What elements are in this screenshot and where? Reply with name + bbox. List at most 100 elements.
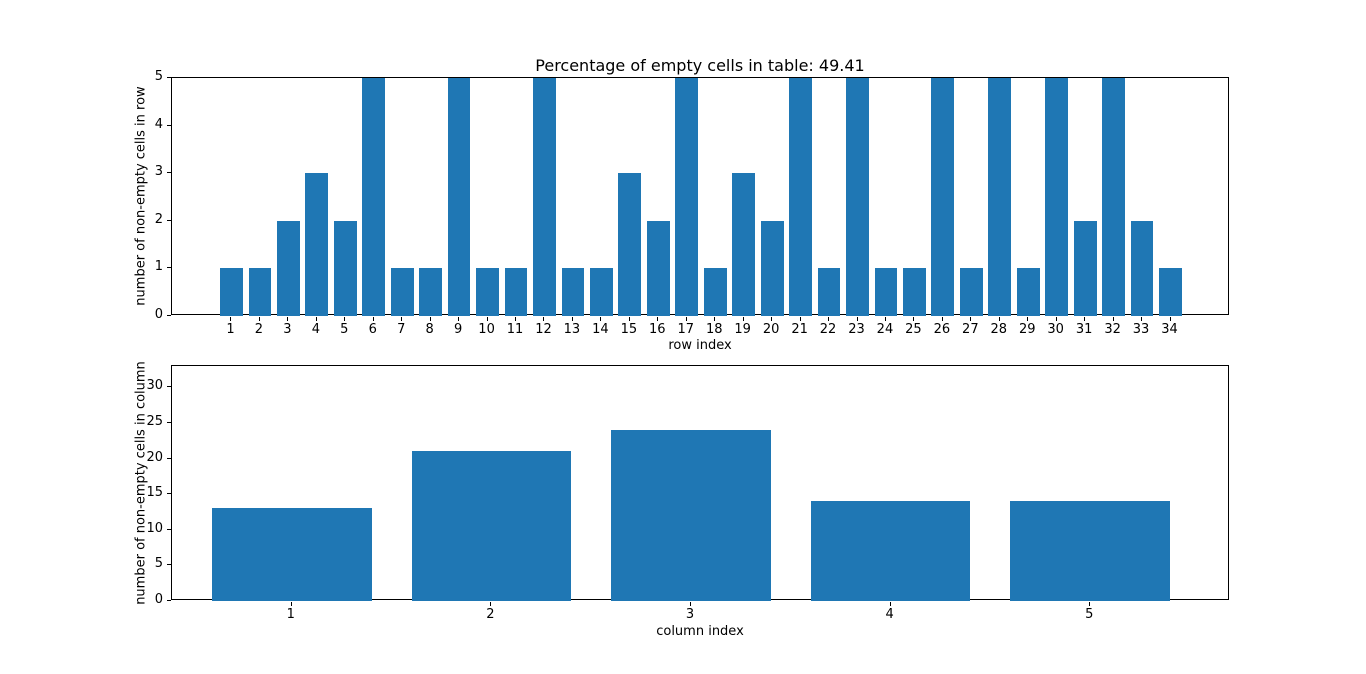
x-tick-mark (490, 602, 492, 606)
y-tick-mark (167, 124, 171, 126)
bar-x30 (1045, 78, 1069, 316)
x-tick-label: 23 (848, 322, 865, 337)
bar-x3 (277, 220, 300, 316)
x-tick-mark (1089, 602, 1091, 606)
bar-x31 (1073, 220, 1097, 316)
x-tick-mark (344, 317, 346, 321)
x-tick-label: 10 (478, 322, 495, 337)
x-tick-label: 16 (649, 322, 666, 337)
x-tick-label: 4 (885, 607, 894, 622)
x-tick-mark (287, 317, 289, 321)
x-tick-label: 6 (368, 322, 377, 337)
bar-x10 (476, 268, 499, 316)
x-tick-label: 1 (226, 322, 235, 337)
x-tick-label: 32 (1104, 322, 1121, 337)
y-tick-label: 30 (146, 378, 163, 394)
bar-x29 (1016, 268, 1040, 316)
x-tick-mark (771, 317, 773, 321)
x-tick-mark (998, 317, 1000, 321)
bar-x21 (789, 78, 812, 316)
bar-x27 (959, 268, 983, 316)
bar-x6 (362, 78, 386, 316)
x-tick-mark (685, 317, 687, 321)
x-tick-mark (515, 317, 517, 321)
bar-x5 (333, 220, 357, 316)
x-tick-label: 5 (340, 322, 349, 337)
x-tick-label: 3 (283, 322, 292, 337)
y-tick-mark (167, 421, 171, 423)
x-tick-label: 31 (1075, 322, 1093, 337)
y-tick-label: 5 (154, 69, 163, 84)
column-chart-plot-area (171, 365, 1229, 601)
x-tick-mark (913, 317, 915, 321)
bar-x13 (561, 268, 585, 316)
y-tick-label: 25 (146, 413, 163, 429)
row-chart-x-axis-label: row index (668, 338, 732, 353)
y-tick-mark (167, 172, 171, 174)
y-tick-mark (167, 600, 171, 601)
x-tick-label: 29 (1018, 322, 1036, 337)
x-tick-mark (1169, 317, 1171, 321)
x-tick-mark (1027, 317, 1029, 321)
x-tick-mark (543, 317, 545, 321)
bar-x26 (931, 78, 955, 316)
x-tick-mark (486, 317, 488, 321)
x-tick-label: 14 (592, 322, 609, 337)
x-tick-label: 3 (685, 607, 695, 622)
x-tick-mark (856, 317, 858, 321)
bar-x32 (1102, 78, 1125, 316)
bar-x28 (988, 78, 1012, 316)
x-tick-label: 30 (1047, 322, 1064, 337)
bar-x4 (305, 173, 329, 316)
bar-x2 (248, 268, 272, 316)
bar-x3 (611, 430, 771, 601)
x-tick-label: 20 (762, 322, 780, 337)
x-tick-mark (1055, 317, 1057, 321)
y-tick-label: 1 (154, 259, 163, 275)
x-tick-mark (884, 317, 886, 321)
bar-x15 (618, 173, 642, 316)
x-tick-label: 18 (705, 322, 723, 337)
chart-title: Percentage of empty cells in table: 49.4… (535, 56, 865, 75)
x-tick-label: 34 (1161, 322, 1178, 337)
y-tick-label: 15 (146, 485, 163, 501)
x-tick-mark (941, 317, 943, 321)
y-tick-label: 4 (154, 116, 163, 132)
y-tick-mark (167, 219, 171, 221)
bar-x2 (411, 451, 572, 601)
y-tick-mark (167, 77, 171, 78)
x-tick-label: 33 (1132, 322, 1150, 337)
x-tick-label: 15 (620, 322, 638, 337)
column-chart-x-axis-label: column index (656, 624, 744, 639)
x-tick-label: 22 (819, 322, 837, 337)
bar-x23 (846, 78, 869, 316)
x-tick-mark (258, 317, 260, 321)
bar-x19 (732, 173, 756, 316)
x-tick-label: 26 (933, 322, 951, 337)
x-tick-label: 17 (677, 322, 695, 337)
bar-x17 (675, 78, 699, 316)
y-tick-mark (167, 564, 171, 566)
x-tick-label: 9 (453, 322, 463, 337)
x-tick-mark (230, 317, 232, 321)
x-tick-label: 27 (962, 322, 979, 337)
x-tick-label: 25 (905, 322, 922, 337)
bar-x11 (504, 268, 528, 316)
x-tick-label: 28 (990, 322, 1008, 337)
x-tick-label: 2 (486, 607, 495, 622)
bar-x7 (390, 268, 414, 316)
bar-x5 (1010, 501, 1171, 601)
bar-x8 (419, 268, 443, 316)
y-tick-label: 10 (146, 520, 163, 536)
x-tick-label: 11 (506, 322, 524, 337)
y-tick-label: 2 (154, 211, 163, 227)
x-tick-mark (401, 317, 403, 321)
y-tick-mark (167, 267, 171, 269)
bar-x9 (447, 78, 471, 316)
y-tick-mark (167, 528, 171, 530)
bar-x14 (590, 268, 613, 316)
y-tick-label: 0 (154, 307, 163, 322)
x-tick-mark (828, 317, 830, 321)
bar-x33 (1130, 220, 1154, 316)
